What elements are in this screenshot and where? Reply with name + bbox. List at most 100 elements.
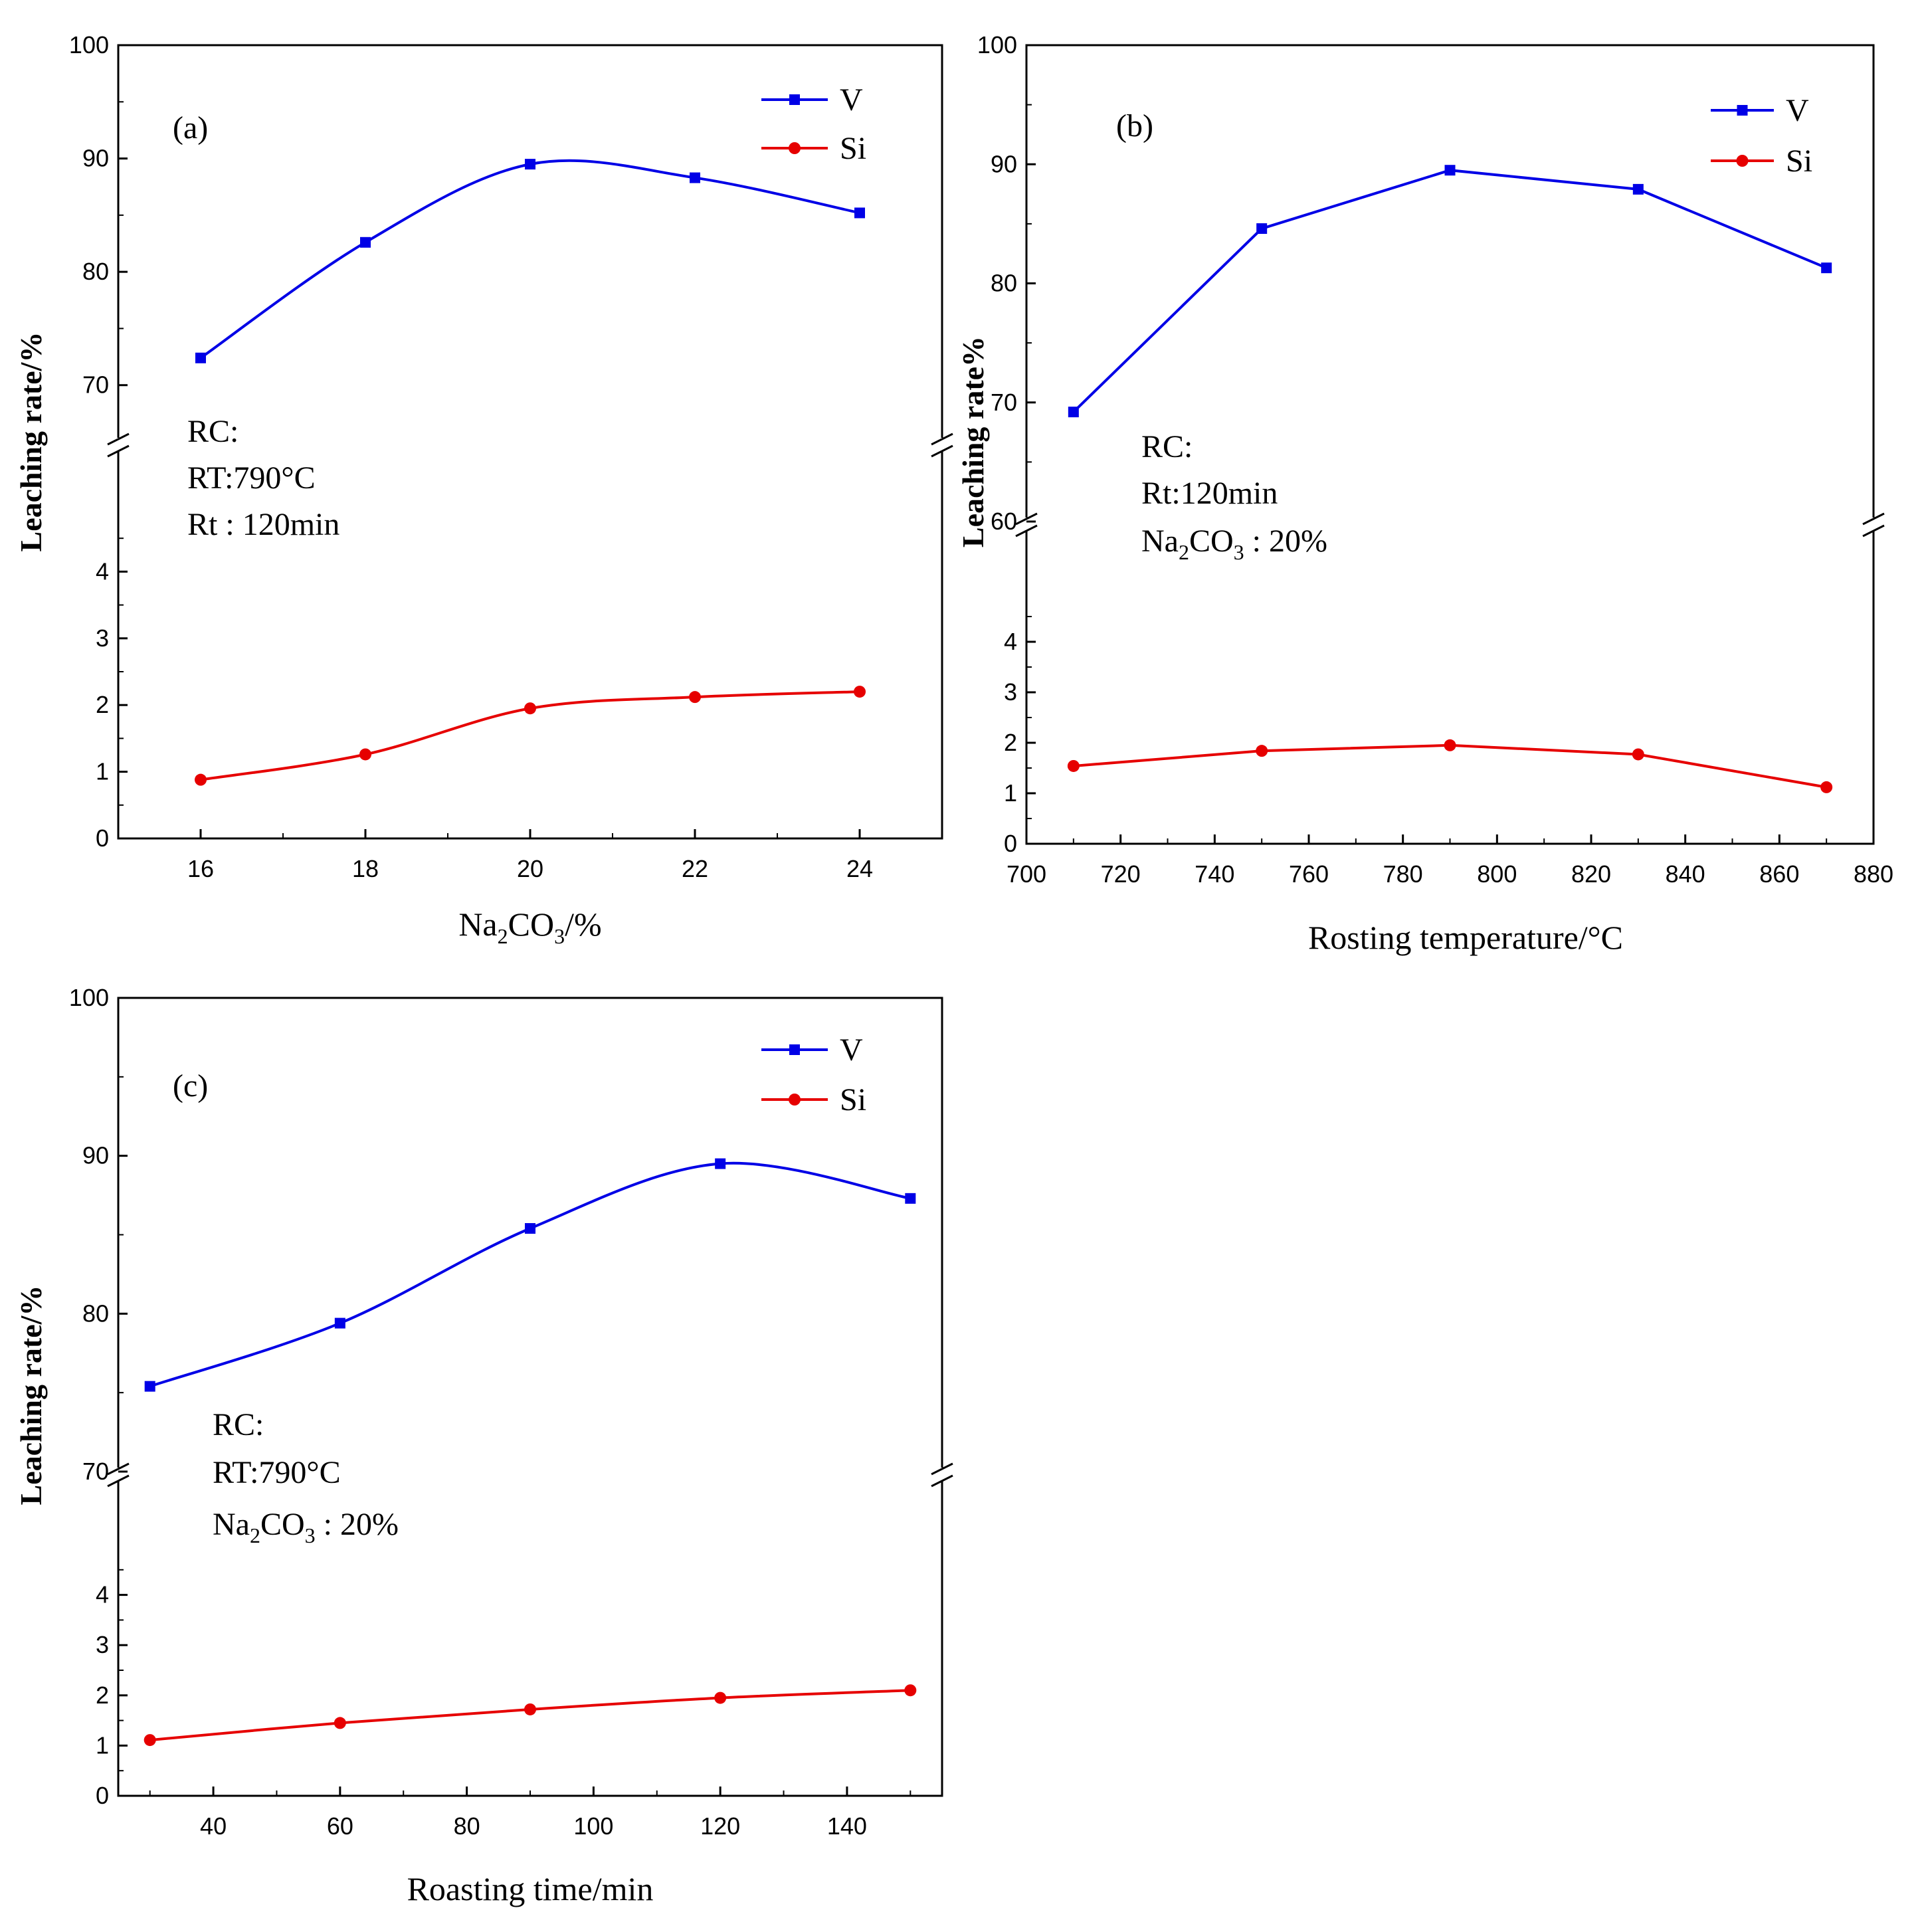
legend-label-v: V: [1786, 93, 1809, 128]
text-part: /%: [565, 906, 602, 943]
legend-label-si: Si: [1786, 144, 1812, 179]
x-tick-label: 120: [700, 1812, 740, 1840]
axis-break-mark: [1015, 524, 1038, 537]
legend-label-v: V: [840, 82, 863, 118]
y-tick-label: 1: [96, 758, 109, 785]
data-point-v: [334, 1317, 345, 1329]
legend-label-si: Si: [840, 131, 866, 166]
x-tick-label: 820: [1571, 860, 1611, 888]
x-tick-label: 18: [352, 855, 379, 882]
y-tick-label: 4: [96, 1581, 109, 1608]
condition-annotation: RC:: [187, 414, 239, 449]
data-point-si: [714, 1691, 727, 1704]
data-point-si: [1067, 759, 1080, 772]
x-axis-title: Rosting temperature/°C: [1308, 919, 1623, 956]
y-tick-label: 80: [82, 258, 109, 285]
axis-break-mark: [931, 1462, 953, 1476]
plot-frame-top: [117, 997, 943, 1468]
x-tick-label: 24: [846, 855, 873, 882]
plot-frame-bottom: [1025, 531, 1875, 845]
axis-break-mark: [1015, 512, 1038, 526]
data-point-v: [144, 1381, 155, 1392]
x-tick-label: 860: [1759, 860, 1799, 888]
y-tick-label: 90: [82, 1142, 109, 1169]
data-point-si: [524, 1703, 536, 1715]
text-part: 2: [498, 924, 508, 948]
axis-break-mark: [1862, 512, 1885, 526]
x-tick-label: 880: [1854, 860, 1893, 888]
y-tick-label: 70: [991, 389, 1017, 416]
x-tick-label: 840: [1666, 860, 1705, 888]
legend-marker-si: [789, 142, 801, 154]
data-point-v: [1068, 407, 1079, 418]
axis-break-mark: [1862, 524, 1885, 537]
x-tick-label: 800: [1477, 860, 1517, 888]
axis-break-mark: [107, 444, 130, 458]
y-axis-title: Leaching rate/%: [14, 1286, 48, 1505]
y-tick-label: 100: [977, 31, 1017, 58]
x-tick-label: 140: [827, 1812, 867, 1840]
panel-label: (b): [1116, 108, 1153, 144]
y-axis-title: Leaching rate%: [956, 336, 990, 547]
data-point-v: [1444, 165, 1456, 176]
data-point-v: [715, 1158, 726, 1169]
legend-marker-si: [789, 1094, 801, 1106]
x-tick-label: 720: [1101, 860, 1141, 888]
y-tick-label: 80: [82, 1300, 109, 1327]
axis-break-mark: [107, 1462, 130, 1476]
data-point-si: [334, 1717, 346, 1729]
data-point-si: [195, 773, 207, 786]
data-point-v: [690, 172, 700, 183]
x-tick-label: 60: [327, 1812, 353, 1840]
x-tick-label: 700: [1007, 860, 1046, 888]
y-tick-label: 70: [82, 1458, 109, 1485]
plot-frame-top: [117, 44, 943, 438]
y-tick-label: 0: [96, 1782, 109, 1809]
data-point-si: [524, 702, 536, 715]
text-part: : 20%: [1244, 524, 1327, 559]
text-part: Na: [458, 906, 497, 943]
x-tick-label: 780: [1383, 860, 1423, 888]
text-part: 2: [1179, 540, 1189, 564]
data-point-v: [1821, 262, 1832, 274]
text-part: Na: [1141, 524, 1179, 559]
y-tick-label: 70: [82, 371, 109, 399]
axis-break-mark: [107, 433, 130, 446]
data-point-v: [195, 352, 206, 363]
series-line-si: [1073, 743, 1827, 789]
data-point-v: [525, 159, 535, 170]
axis-break-mark: [931, 433, 953, 446]
y-tick-label: 3: [96, 625, 109, 652]
panel-a: 70 80 90 100 0 1 2 3 4 16 18 20 22 24 V Si (a) RC: RT:790°…: [14, 31, 953, 948]
y-tick-label: 1: [1004, 779, 1017, 807]
x-tick-label: 100: [573, 1812, 613, 1840]
axis-break-mark: [931, 444, 953, 458]
y-tick-label: 100: [69, 31, 109, 58]
text-part: : 20%: [316, 1507, 399, 1542]
legend-marker-v: [789, 1044, 800, 1055]
data-point-v: [525, 1222, 535, 1234]
y-tick-label: 3: [1004, 678, 1017, 706]
text-part: 2: [250, 1523, 260, 1547]
data-point-si: [689, 691, 701, 704]
data-point-v: [1632, 183, 1644, 195]
y-tick-label: 100: [69, 984, 109, 1011]
y-tick-label: 0: [96, 824, 109, 852]
data-point-si: [904, 1684, 917, 1697]
panel-b: 60 70 80 90 100 0 1 2 3 4 700 720 740 760 780 800 820 840…: [956, 31, 1893, 956]
condition-annotation: Rt:120min: [1141, 476, 1278, 511]
legend-marker-v: [789, 94, 800, 105]
condition-annotation: RT:790°C: [213, 1455, 341, 1490]
x-tick-label: 40: [200, 1812, 227, 1840]
condition-annotation: Na2CO3 : 20%: [1141, 524, 1327, 564]
y-tick-label: 80: [991, 270, 1017, 297]
axis-break-mark: [931, 1474, 953, 1488]
x-axis-title: Roasting time/min: [407, 1870, 654, 1907]
text-part: 3: [1234, 540, 1244, 564]
data-point-si: [854, 686, 866, 698]
condition-annotation: RT:790°C: [187, 460, 316, 496]
y-tick-label: 2: [96, 691, 109, 718]
legend-marker-si: [1736, 155, 1749, 167]
legend-label-v: V: [840, 1032, 863, 1068]
